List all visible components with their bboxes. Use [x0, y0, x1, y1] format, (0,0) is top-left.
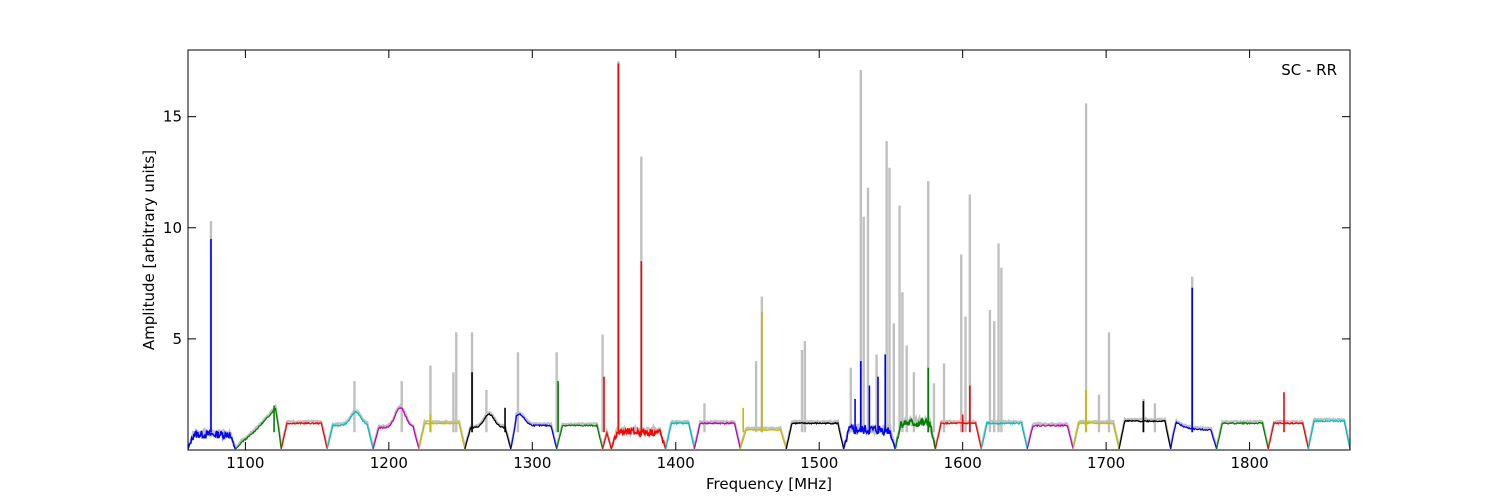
band-trace: [556, 423, 604, 450]
band-trace: [1072, 421, 1120, 450]
band-spectra: [188, 407, 1350, 450]
band-trace: [842, 423, 896, 450]
background-band-trace: [1026, 421, 1075, 448]
background-band-trace: [1267, 419, 1310, 448]
band-trace: [739, 428, 787, 450]
x-axis-ticks: 1100 1200 1300 1400 1500 1600 1700 1800: [226, 50, 1269, 472]
background-band-trace: [555, 421, 604, 448]
background-band-trace: [1072, 419, 1121, 448]
x-tick-label: 1600: [944, 454, 982, 472]
band-trace: [280, 421, 328, 450]
band-trace: [326, 410, 374, 450]
x-tick-label: 1200: [370, 454, 408, 472]
y-axis-ticks: 5 10 15: [163, 108, 1350, 348]
band-trace: [693, 421, 741, 450]
x-tick-label: 1700: [1087, 454, 1125, 472]
band-trace: [1267, 421, 1310, 450]
band-trace: [1026, 423, 1074, 450]
background-band-trace: [1307, 417, 1350, 448]
x-tick-label: 1500: [800, 454, 838, 472]
x-tick-label: 1800: [1230, 454, 1268, 472]
corner-annotation: SC - RR: [1281, 61, 1337, 79]
x-axis-title: Frequency [MHz]: [706, 475, 832, 493]
band-trace: [1215, 421, 1269, 450]
x-tick-label: 1100: [226, 454, 264, 472]
band-trace: [372, 407, 420, 450]
background-band-trace: [693, 419, 742, 448]
band-trace: [510, 413, 558, 450]
plot-frame: [187, 49, 1351, 451]
background-band-trace: [1215, 419, 1270, 448]
band-trace: [610, 426, 667, 450]
band-trace: [418, 421, 466, 450]
rfi-spikes: [210, 63, 1285, 433]
background-band-trace: [372, 403, 421, 448]
band-trace: [934, 421, 982, 450]
background-band-trace: [785, 418, 845, 448]
band-trace: [1307, 419, 1350, 450]
background-band-trace: [739, 425, 788, 448]
y-axis-title: Amplitude [arbitrary units]: [140, 150, 158, 350]
band-trace: [785, 421, 845, 450]
band-trace: [601, 430, 612, 450]
band-trace: [1170, 420, 1218, 450]
band-trace: [1118, 419, 1172, 450]
y-tick-label: 10: [163, 219, 182, 237]
y-tick-label: 15: [163, 108, 182, 126]
band-trace: [980, 421, 1028, 450]
y-tick-label: 5: [172, 330, 182, 348]
band-trace: [188, 429, 237, 450]
background-band-trace: [280, 419, 329, 448]
x-tick-label: 1300: [513, 454, 551, 472]
band-trace: [665, 421, 696, 450]
x-tick-label: 1400: [657, 454, 695, 472]
